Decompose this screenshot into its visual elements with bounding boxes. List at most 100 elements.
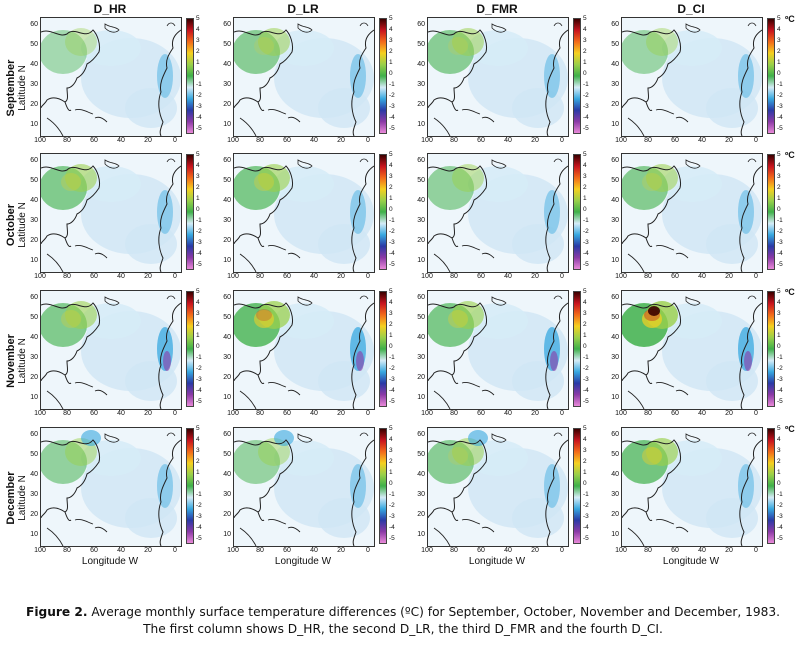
y-tick-label: 60 [611,157,619,164]
colorbar-tick-label: 2 [777,48,781,55]
x-tick-label: 20 [531,547,539,554]
y-tick-label: 50 [223,314,231,321]
colorbar-tick-label: -4 [196,387,202,394]
y-tick-label: 30 [417,217,425,224]
colorbar-tick-label: -1 [389,81,395,88]
y-tick-label: 40 [223,334,231,341]
x-tick-label: 40 [698,410,706,417]
map-panel-december-d-fmr [427,427,569,547]
x-tick-label: 60 [477,273,485,280]
x-tick-label: 60 [283,410,291,417]
y-tick-label: 10 [30,257,38,264]
colorbar-tick-label: 0 [196,480,200,487]
y-tick-label: 30 [611,354,619,361]
colorbar [767,291,775,407]
colorbar-tick-label: -4 [583,524,589,531]
colorbar-tick-label: 3 [196,447,200,454]
map-panel-december-d-lr [233,427,375,547]
row-latitude-label: Latitude N [17,338,28,384]
colorbar-tick-label: -4 [389,250,395,257]
colorbar-tick-label: 0 [196,343,200,350]
y-tick-label: 40 [611,197,619,204]
colorbar-tick-label: 3 [389,173,393,180]
x-tick-label: 0 [173,137,177,144]
colorbar-tick-label: -4 [389,524,395,531]
y-tick-label: 30 [417,354,425,361]
y-tick-label: 40 [611,61,619,68]
colorbar-tick-label: 3 [583,173,587,180]
x-tick-label: 0 [560,137,564,144]
x-axis-label-col1: Longitude W [81,556,139,567]
colorbar-tick-label: -1 [777,81,783,88]
colorbar-tick-label: 5 [196,151,200,158]
x-tick-label: 20 [144,410,152,417]
y-tick-label: 50 [611,41,619,48]
colorbar-tick-label: -4 [196,250,202,257]
colorbar [379,18,387,134]
row-month-november: November [5,334,17,388]
y-tick-label: 50 [30,41,38,48]
y-tick-label: 40 [611,471,619,478]
y-tick-label: 20 [30,374,38,381]
y-tick-label: 30 [417,491,425,498]
colorbar-unit: ºC [785,150,795,160]
colorbar-tick-label: 3 [583,447,587,454]
y-tick-label: 10 [30,121,38,128]
colorbar-tick-label: -5 [777,398,783,405]
colorbar-tick-label: 4 [777,26,781,33]
colorbar-tick-label: 4 [389,26,393,33]
x-tick-label: 60 [283,137,291,144]
x-tick-label: 80 [63,273,71,280]
y-tick-label: 50 [30,314,38,321]
row-month-september: September [5,59,17,117]
x-tick-label: 60 [90,547,98,554]
colorbar-tick-label: -1 [196,354,202,361]
y-tick-label: 60 [223,21,231,28]
colorbar-tick-label: 0 [777,480,781,487]
y-tick-label: 50 [417,41,425,48]
colorbar-tick-label: 4 [777,162,781,169]
y-tick-label: 30 [417,81,425,88]
colorbar-tick-label: -4 [583,250,589,257]
map-panel-october-d-lr [233,153,375,273]
colorbar-tick-label: -5 [196,398,202,405]
y-tick-label: 10 [223,121,231,128]
y-tick-label: 40 [417,197,425,204]
colorbar-tick-label: -3 [389,239,395,246]
x-tick-label: 100 [227,410,239,417]
row-month-october: October [5,203,17,247]
colorbar-tick-label: 3 [389,37,393,44]
colorbar-tick-label: -3 [583,103,589,110]
colorbar-tick-label: 4 [196,162,200,169]
colorbar-tick-label: 1 [583,469,587,476]
x-tick-label: 100 [615,410,627,417]
x-tick-label: 40 [698,547,706,554]
colorbar-tick-label: -2 [583,365,589,372]
colorbar-tick-label: -4 [777,387,783,394]
colorbar-tick-label: 2 [583,321,587,328]
colorbar-tick-label: 0 [196,70,200,77]
colorbar-tick-label: 2 [389,458,393,465]
y-tick-label: 50 [611,314,619,321]
x-tick-label: 40 [117,273,125,280]
colorbar [186,154,194,270]
colorbar-tick-label: 1 [777,332,781,339]
colorbar-tick-label: 1 [583,195,587,202]
colorbar-tick-label: -3 [777,239,783,246]
colorbar-tick-label: 5 [777,425,781,432]
colorbar-tick-label: -4 [777,524,783,531]
y-tick-label: 60 [30,157,38,164]
y-tick-label: 10 [417,394,425,401]
x-tick-label: 80 [256,273,264,280]
x-tick-label: 100 [34,273,46,280]
colorbar-tick-label: 3 [777,37,781,44]
y-tick-label: 20 [611,101,619,108]
y-tick-label: 30 [223,81,231,88]
row-latitude-label: Latitude N [17,202,28,248]
colorbar-tick-label: -5 [196,261,202,268]
x-tick-label: 20 [725,410,733,417]
y-tick-label: 10 [417,257,425,264]
colorbar-tick-label: -2 [196,365,202,372]
x-tick-label: 20 [144,137,152,144]
colorbar-tick-label: 4 [583,299,587,306]
